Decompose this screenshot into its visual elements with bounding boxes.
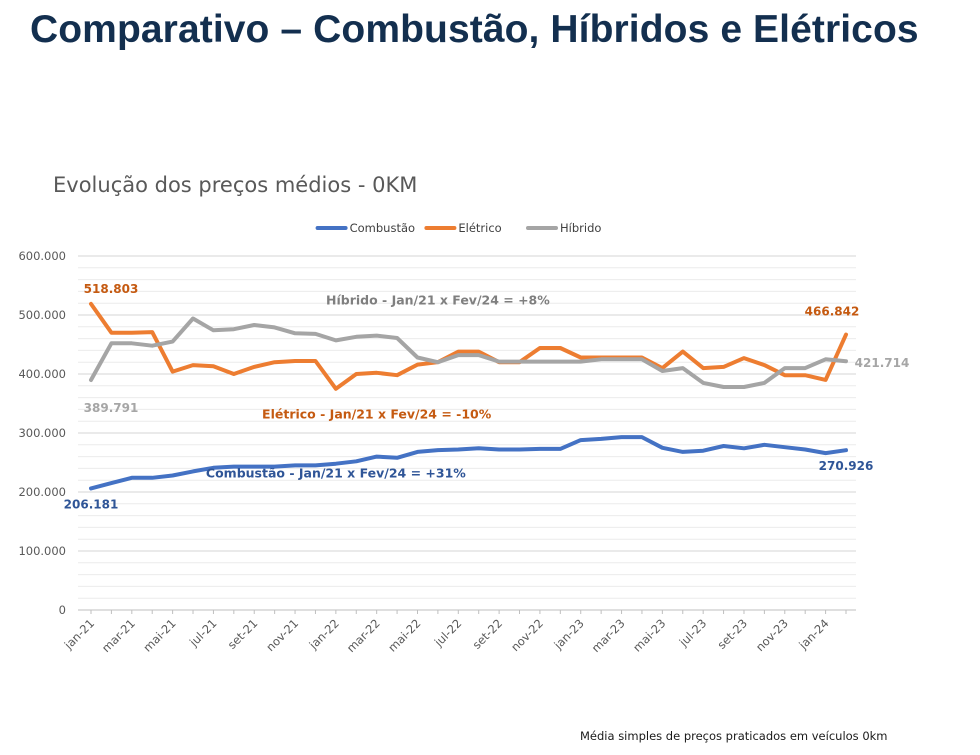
data-label: 270.926	[819, 459, 874, 473]
x-tick-label: jan-24	[795, 616, 831, 652]
data-labels: 518.803 389.791 206.181 466.842 421.714 270.9…	[64, 282, 910, 511]
data-label: 389.791	[84, 401, 139, 415]
x-tick-label: mar-21	[99, 616, 138, 655]
x-tick-label: mai-23	[630, 616, 668, 654]
x-tick-label: jan-22	[306, 616, 342, 652]
y-tick-label: 300.000	[18, 426, 66, 440]
series-line-eletrico	[89, 301, 848, 391]
data-label: 466.842	[805, 305, 860, 319]
x-tick-label: nov-21	[263, 616, 301, 654]
y-tick-label: 500.000	[18, 308, 66, 322]
legend-label: Combustão	[350, 221, 415, 235]
y-tick-label: 600.000	[18, 249, 66, 263]
x-tick-label: jul-21	[186, 616, 220, 650]
x-tick-label: set-23	[714, 616, 750, 652]
x-tick-label: set-22	[470, 616, 506, 652]
x-tick-label: jul-22	[431, 616, 465, 650]
x-tick-label: mai-22	[385, 616, 423, 654]
x-tick-label: jan-23	[551, 616, 587, 652]
series-line-combustao	[89, 435, 848, 491]
x-tick-label: jan-21	[61, 616, 97, 652]
x-tick-label: jul-23	[676, 616, 710, 650]
grid-lines	[78, 255, 856, 611]
y-tick-label: 400.000	[18, 367, 66, 381]
legend-label: Híbrido	[560, 221, 601, 235]
x-tick-label: mar-23	[589, 616, 628, 655]
data-label: 518.803	[84, 282, 139, 296]
legend: Combustão Elétrico Híbrido	[315, 221, 601, 235]
series-annotation: Combustão - Jan/21 x Fev/24 = +31%	[206, 465, 466, 480]
footnote: Média simples de preços praticados em ve…	[580, 729, 888, 743]
page-title: Comparativo – Combustão, Híbridos e Elét…	[30, 8, 919, 51]
y-tick-label: 200.000	[18, 485, 66, 499]
x-tick-label: set-21	[225, 616, 261, 652]
y-tick-label: 0	[59, 603, 66, 617]
chart-title: Evolução dos preços médios - 0KM	[53, 173, 418, 197]
x-tick-label: mar-22	[344, 616, 383, 655]
legend-label: Elétrico	[458, 221, 501, 235]
series-annotation: Híbrido - Jan/21 x Fev/24 = +8%	[326, 292, 550, 307]
x-tick-label: mai-21	[140, 616, 178, 654]
series-annotation: Elétrico - Jan/21 x Fev/24 = -10%	[262, 406, 492, 421]
series-lines	[89, 301, 848, 491]
data-label: 421.714	[855, 356, 910, 370]
y-tick-label: 100.000	[18, 544, 66, 558]
data-label: 206.181	[64, 497, 119, 511]
series-line-hibrido	[89, 316, 848, 389]
x-tick-label: nov-22	[508, 616, 546, 654]
x-tick-label: nov-23	[753, 616, 791, 654]
